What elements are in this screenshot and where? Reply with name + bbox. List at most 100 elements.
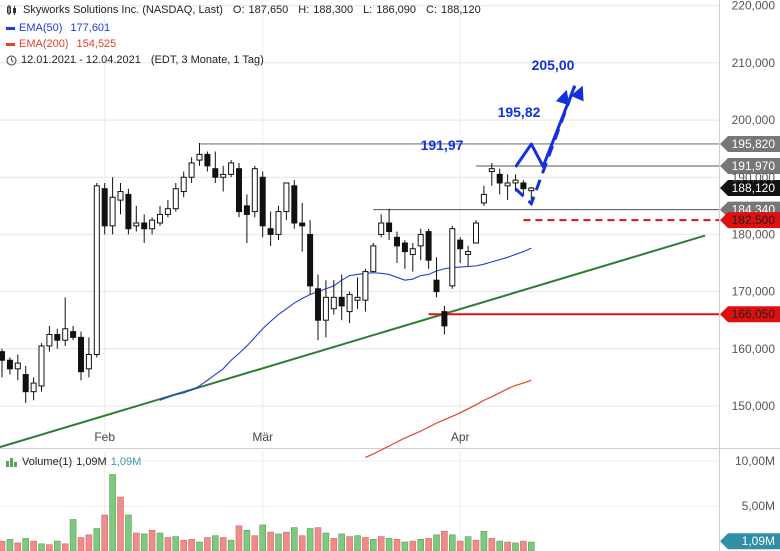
volume-bar: [125, 514, 132, 551]
candle-body: [109, 196, 116, 227]
price-tick-label: 220,000: [732, 0, 776, 13]
ema200-value: 154,525: [76, 38, 117, 50]
volume-bar: [306, 528, 314, 551]
volume-bar: [46, 544, 53, 551]
close-label: C:: [426, 4, 438, 16]
volume-bar: [338, 533, 346, 551]
open-label: O:: [232, 4, 245, 16]
ema50-swatch: [6, 26, 15, 30]
volume-bar: [156, 532, 164, 551]
symbol-header: Skyworks Solutions Inc. (NASDAQ, Last) O…: [6, 4, 481, 16]
volume-bar: [219, 537, 227, 551]
price-tick-label: 210,000: [732, 56, 776, 70]
volume-bar: [504, 541, 511, 551]
last-price-tag: [720, 180, 780, 197]
candle-body: [520, 182, 527, 190]
volume-bar: [204, 537, 211, 551]
volume-bar: [298, 535, 306, 551]
candle-body: [54, 334, 61, 341]
candle-body: [101, 188, 108, 227]
ema50-value: 177,601: [70, 22, 111, 34]
price-tick-label: 190,000: [732, 170, 776, 184]
ema200-path: [365, 379, 532, 458]
volume-bar: [527, 541, 535, 551]
volume-tag: [720, 533, 780, 550]
candle-body: [504, 182, 511, 187]
open-value: 187,650: [248, 4, 289, 16]
ema200-legend: EMA(200) 154,525: [6, 38, 116, 50]
ema200-label: EMA(200): [19, 38, 69, 50]
volume-bar: [14, 542, 22, 551]
low-label: L:: [363, 4, 373, 16]
ema200-line: [365, 379, 532, 458]
projection-arrows: [514, 85, 584, 207]
candle-body: [46, 334, 53, 347]
price-tick-label: 180,000: [732, 227, 776, 241]
volume-bar: [180, 539, 187, 551]
target-annotation: 195,82: [498, 104, 541, 120]
price-levels: 195,820191,970184,340182,500166,050188,1…: [199, 135, 780, 323]
volume-bar: [496, 540, 504, 551]
volume-bar: [172, 536, 180, 551]
high-label: H:: [298, 4, 310, 16]
volume-bar: [140, 533, 148, 551]
period-info: 12.01.2021 - 12.04.2021 (EDT, 3 Monate, …: [6, 54, 264, 66]
volume-bar: [520, 540, 527, 551]
price-tick-label: 200,000: [732, 113, 776, 127]
resistance-tag: [720, 135, 780, 152]
volume-bar: [38, 543, 45, 551]
ema50-legend: EMA(50) 177,601: [6, 22, 110, 34]
volume-bar: [188, 538, 195, 551]
volume-bar: [259, 524, 267, 551]
time-axis: Feb Mär Apr: [94, 430, 469, 444]
volume-value-alt: 1,09M: [110, 456, 142, 468]
volume-bar: [369, 538, 377, 551]
time-tick-label: Apr: [451, 430, 470, 444]
candle-body: [512, 179, 519, 184]
target-annotation: 205,00: [532, 57, 575, 73]
volume-tick-label: 5,00M: [742, 499, 775, 513]
volume-bar: [243, 529, 251, 551]
volume-label: Volume(1): [22, 456, 73, 468]
high-value: 188,300: [313, 4, 354, 16]
candle-body: [291, 185, 298, 224]
candle-body: [188, 162, 195, 178]
candle-body: [164, 208, 171, 215]
clock-icon: [6, 55, 17, 65]
volume-bar: [6, 538, 14, 551]
candle-body: [93, 185, 100, 356]
candle-body: [259, 176, 266, 227]
volume-bar: [235, 525, 243, 551]
volume-bar: [53, 540, 61, 551]
volume-value: 1,09M: [76, 456, 107, 468]
candle-body: [180, 176, 187, 193]
volume-legend: Volume(1) 1,09M 1,09M: [6, 456, 141, 468]
volume-bar: [251, 535, 259, 551]
candle-body: [30, 382, 37, 393]
volume-bar: [109, 474, 116, 551]
volume-bar: [377, 536, 385, 551]
volume-bar: [117, 496, 124, 551]
candle-body: [6, 359, 13, 370]
support-tag-label: 166,050: [732, 307, 776, 321]
volume-bar: [69, 519, 77, 551]
period-note: (EDT, 3 Monate, 1 Tag): [150, 54, 264, 66]
candle-body: [14, 362, 21, 370]
uptrend-line: [0, 234, 706, 449]
candle-body: [0, 351, 5, 361]
candle-body: [315, 288, 321, 321]
volume-bar: [61, 543, 69, 551]
candle-body: [299, 222, 306, 227]
volume-bar: [93, 528, 101, 551]
volume-bar: [22, 538, 30, 551]
candle-body: [267, 228, 274, 235]
volume-bar: [362, 537, 369, 551]
candle-body: [417, 233, 424, 247]
candle-body: [22, 374, 29, 393]
volume-bar: [401, 541, 409, 551]
volume-bar: [448, 534, 456, 551]
volume-bar: [30, 540, 37, 551]
candle-body: [149, 219, 156, 230]
candle-body: [78, 336, 84, 373]
